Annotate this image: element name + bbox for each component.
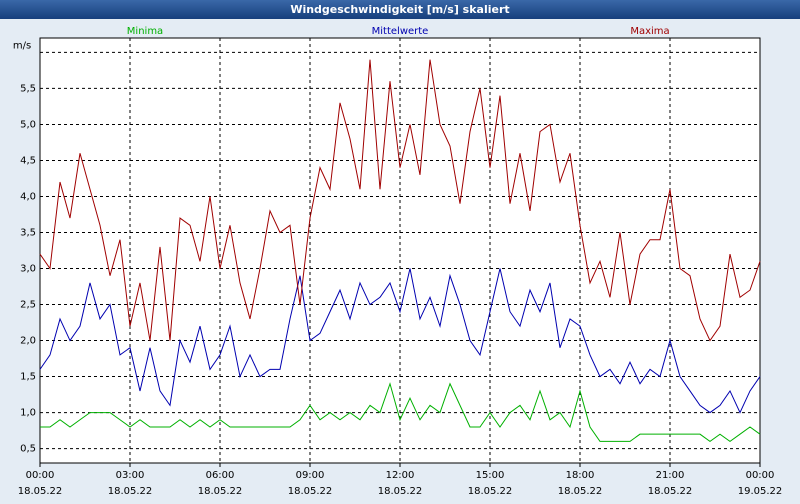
y-tick-label: 4,5 [20, 155, 36, 166]
x-tick-date: 18.05.22 [378, 486, 423, 497]
y-tick-label: 3,5 [20, 227, 36, 238]
x-tick-date: 18.05.22 [198, 486, 243, 497]
series-line [39, 268, 761, 414]
legend-entry: Mittelwerte [372, 26, 429, 37]
y-tick-label: 2,5 [20, 300, 36, 311]
x-tick-label: 12:00 [386, 470, 415, 481]
x-tick-date: 18.05.22 [468, 486, 513, 497]
x-tick-label: 15:00 [476, 470, 505, 481]
x-tick-label: 00:00 [746, 470, 775, 481]
y-tick-label: 5,0 [20, 119, 36, 130]
legend-entry: Minima [127, 26, 163, 37]
y-tick-label: 5,5 [20, 83, 36, 94]
x-tick-date: 18.05.22 [108, 486, 153, 497]
x-tick-label: 03:00 [116, 470, 145, 481]
x-tick-label: 21:00 [656, 470, 685, 481]
x-tick-label: 00:00 [26, 470, 55, 481]
y-tick-label: m/s [13, 40, 31, 51]
legend-entry: Maxima [630, 26, 669, 37]
x-tick-date: 18.05.22 [558, 486, 603, 497]
x-tick-date: 18.05.22 [18, 486, 63, 497]
title-bar [0, 0, 800, 19]
x-tick-date: 18.05.22 [288, 486, 333, 497]
x-tick-date: 19.05.22 [738, 486, 783, 497]
x-tick-label: 09:00 [296, 470, 325, 481]
series-line [40, 382, 761, 443]
y-tick-label: 1,5 [20, 372, 36, 383]
y-tick-label: 1,0 [20, 408, 36, 419]
y-tick-label: 4,0 [20, 191, 36, 202]
x-tick-label: 06:00 [206, 470, 235, 481]
y-tick-label: 3,0 [20, 264, 36, 275]
x-tick-label: 18:00 [566, 470, 595, 481]
chart-title: Windgeschwindigkeit [m/s] skaliert [290, 3, 509, 16]
y-tick-label: 2,0 [20, 336, 36, 347]
series-line [39, 59, 761, 342]
y-tick-label: 0,5 [20, 444, 36, 455]
x-tick-date: 18.05.22 [648, 486, 693, 497]
